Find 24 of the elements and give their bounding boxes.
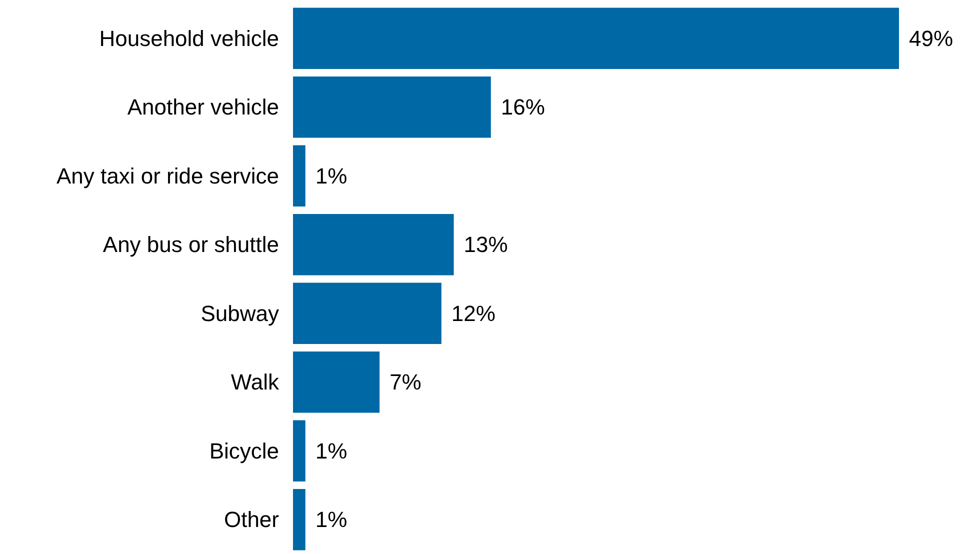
- y-tick-label: Bicycle: [209, 438, 279, 464]
- y-tick-label: Household vehicle: [99, 26, 279, 51]
- data-label: 16%: [500, 94, 545, 120]
- data-label: 1%: [315, 163, 348, 188]
- data-label: 1%: [315, 507, 348, 532]
- bar: [293, 8, 899, 69]
- data-label: 49%: [909, 26, 954, 51]
- y-tick-label: Any taxi or ride service: [56, 163, 279, 188]
- data-label: 7%: [390, 370, 422, 395]
- data-label: 13%: [464, 232, 508, 258]
- y-tick-label: Other: [224, 507, 279, 532]
- bar: [293, 214, 454, 276]
- y-tick-label: Walk: [230, 370, 280, 395]
- bar: [293, 282, 442, 344]
- bar: [293, 76, 491, 138]
- bar: [293, 352, 380, 413]
- data-label: 1%: [315, 438, 348, 464]
- data-label: 12%: [451, 300, 496, 326]
- y-tick-label: Subway: [200, 300, 279, 326]
- bar: [293, 489, 306, 550]
- bar: [293, 145, 306, 206]
- bar: [293, 420, 306, 482]
- y-tick-label: Another vehicle: [127, 94, 279, 120]
- y-tick-label: Any bus or shuttle: [102, 232, 279, 258]
